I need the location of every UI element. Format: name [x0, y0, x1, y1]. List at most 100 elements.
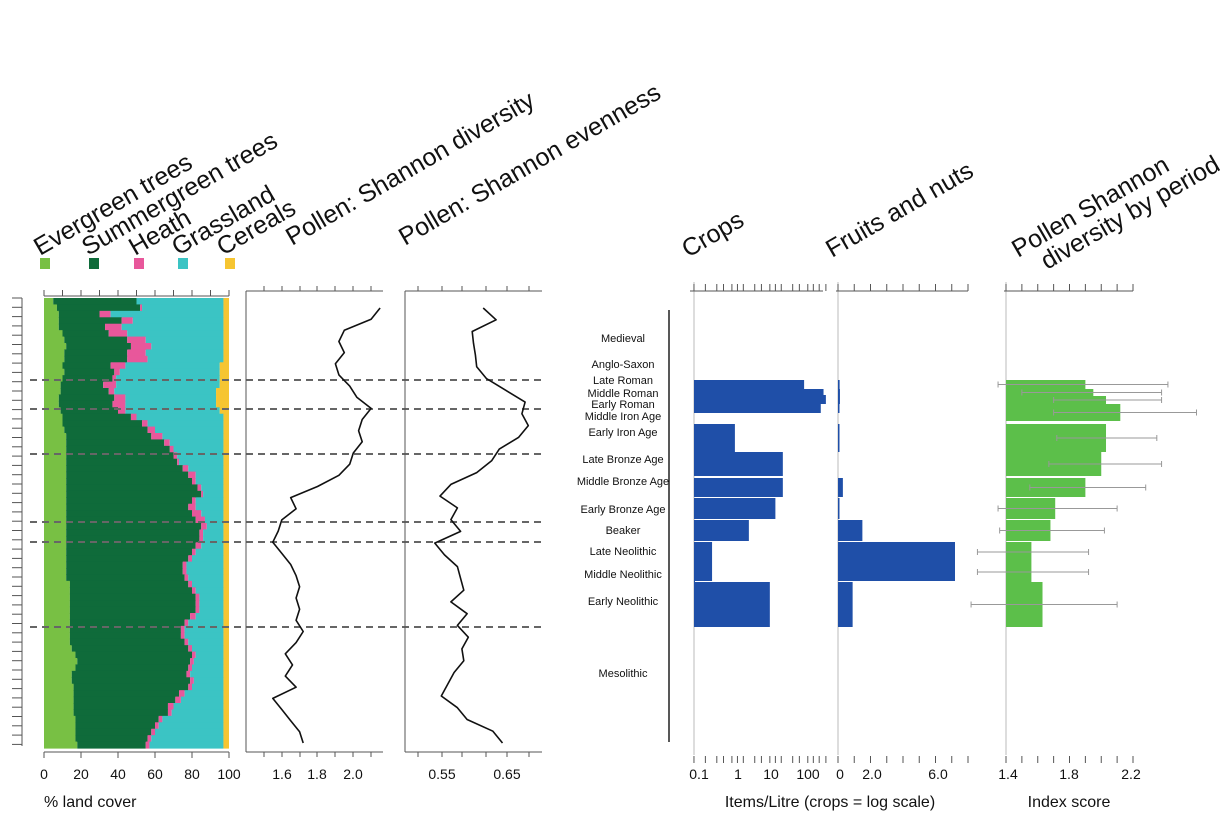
- xlabel-landcover: % land cover: [44, 794, 137, 811]
- landcover-band-segment: [188, 664, 192, 672]
- landcover-band-segment: [73, 709, 168, 717]
- landcover-band-segment: [66, 343, 131, 351]
- landcover-band-segment: [184, 690, 224, 698]
- landcover-band-segment: [58, 394, 115, 402]
- landcover-band-segment: [223, 542, 229, 550]
- landcover-band-segment: [114, 394, 126, 402]
- landcover-band-segment: [180, 625, 185, 633]
- landcover-band-segment: [44, 587, 70, 595]
- landcover-band-segment: [223, 490, 229, 498]
- period-label: Middle Bronze Age: [577, 476, 669, 488]
- landcover-band-segment: [188, 503, 196, 511]
- landcover-band-segment: [223, 632, 229, 640]
- landcover-band-segment: [203, 535, 224, 543]
- landcover-band-segment: [155, 722, 159, 730]
- landcover-band-segment: [151, 433, 163, 441]
- landcover-band-segment: [44, 529, 67, 537]
- crops-bar: [694, 582, 770, 627]
- landcover-band-segment: [136, 413, 224, 421]
- landcover-band-segment: [223, 606, 229, 614]
- landcover-band-segment: [44, 677, 72, 685]
- landcover-band-segment: [169, 445, 174, 453]
- landcover-band-segment: [66, 484, 198, 492]
- landcover-band-segment: [66, 568, 183, 576]
- landcover-band-segment: [223, 503, 229, 511]
- landcover-band-segment: [195, 600, 200, 608]
- landcover-band-segment: [223, 613, 229, 621]
- landcover-band-segment: [192, 555, 224, 563]
- landcover-band-segment: [199, 529, 204, 537]
- landcover-band-segment: [66, 465, 183, 473]
- landcover-band-segment: [44, 638, 70, 646]
- landcover-band-segment: [44, 368, 65, 376]
- landcover-band-segment: [44, 471, 67, 479]
- tick-label: 2.0: [862, 766, 882, 782]
- landcover-band-segment: [223, 458, 229, 466]
- landcover-band-segment: [58, 310, 100, 318]
- landcover-band-segment: [182, 568, 187, 576]
- landcover-band-segment: [223, 330, 229, 338]
- crops-bar: [694, 520, 749, 541]
- tick-label: 100: [796, 766, 820, 782]
- landcover-band-segment: [99, 310, 111, 318]
- tick-label: 60: [147, 766, 163, 782]
- legend-swatch-evergreen: [40, 258, 50, 269]
- landcover-band-segment: [66, 497, 192, 505]
- landcover-band-segment: [66, 445, 170, 453]
- landcover-band-segment: [177, 452, 224, 460]
- crops-bar: [694, 424, 735, 452]
- landcover-band-segment: [125, 394, 217, 402]
- landcover-band-segment: [75, 728, 152, 736]
- landcover-band-segment: [223, 735, 229, 743]
- landcover-band-segment: [44, 497, 67, 505]
- legend-swatch-grassland: [178, 258, 188, 269]
- landcover-band-segment: [44, 349, 65, 357]
- landcover-band-segment: [195, 471, 224, 479]
- landcover-band-segment: [195, 548, 224, 556]
- landcover-band-segment: [66, 529, 200, 537]
- landcover-tick-labels: 0 20 40 60 80 100: [40, 766, 241, 782]
- landcover-band-segment: [44, 690, 74, 698]
- landcover-band-segment: [184, 625, 224, 633]
- landcover-band-segment: [64, 426, 148, 434]
- landcover-band-segment: [223, 741, 229, 749]
- fruits-bar: [838, 520, 863, 541]
- landcover-band-segment: [162, 715, 224, 723]
- landcover-band-segment: [223, 484, 229, 492]
- landcover-band-segment: [44, 516, 67, 524]
- landcover-band-segment: [44, 484, 67, 492]
- landcover-band-segment: [223, 580, 229, 588]
- landcover-band-segment: [44, 523, 67, 531]
- landcover-band-segment: [197, 484, 202, 492]
- period-label: Early Roman: [591, 399, 655, 411]
- landcover-band-segment: [223, 523, 229, 531]
- landcover-band-segment: [179, 690, 185, 698]
- landcover-band-segment: [69, 606, 196, 614]
- period-label: Middle Roman: [588, 388, 659, 400]
- legend: Evergreen trees Summergreen trees Heath …: [29, 126, 301, 269]
- landcover-band-segment: [114, 368, 120, 376]
- landcover-band-segment: [188, 471, 196, 479]
- tick-label: 6.0: [928, 766, 948, 782]
- landcover-band-segment: [44, 323, 59, 331]
- tick-label: 1: [734, 766, 742, 782]
- landcover-band-segment: [44, 400, 59, 408]
- landcover-band-segment: [66, 433, 152, 441]
- landcover-band-segment: [223, 645, 229, 653]
- landcover-band-segment: [195, 503, 224, 511]
- evenness-line: [433, 307, 530, 744]
- landcover-band-segment: [127, 355, 148, 363]
- fruits-bar: [838, 542, 955, 581]
- landcover-band-segment: [223, 548, 229, 556]
- landcover-band-segment: [62, 375, 113, 383]
- landcover-band-segment: [44, 651, 76, 659]
- landcover-band-segment: [223, 465, 229, 473]
- landcover-band-segment: [223, 452, 229, 460]
- landcover-band-segment: [66, 452, 174, 460]
- landcover-band-segment: [190, 670, 224, 678]
- landcover-band-segment: [62, 413, 131, 421]
- landcover-band-segment: [132, 317, 224, 325]
- crops-bar: [694, 452, 783, 476]
- landcover-band-segment: [188, 555, 192, 563]
- landcover-band-segment: [177, 458, 180, 466]
